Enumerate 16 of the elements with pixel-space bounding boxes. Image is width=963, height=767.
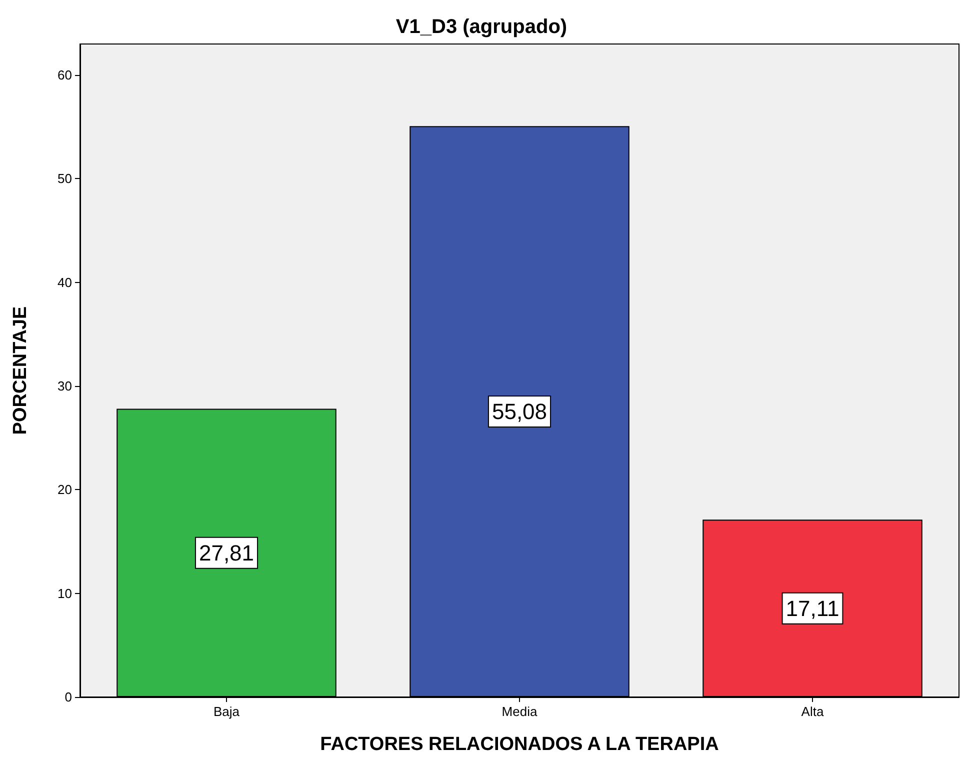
data-label: 17,11	[786, 596, 840, 621]
x-tick-label: Alta	[801, 704, 824, 719]
y-tick-label: 50	[58, 171, 72, 186]
y-tick-label: 0	[64, 690, 72, 704]
data-label: 55,08	[492, 399, 548, 424]
chart-title: V1_D3 (agrupado)	[396, 16, 568, 38]
y-tick-label: 40	[58, 274, 72, 290]
x-tick-label: Baja	[213, 704, 240, 719]
y-axis-title: PORCENTAJE	[10, 306, 31, 435]
y-tick-label: 10	[58, 586, 72, 601]
data-label: 27,81	[198, 540, 254, 566]
x-tick-label: Media	[502, 704, 538, 719]
y-tick-label: 20	[58, 482, 72, 498]
y-tick-label: 30	[58, 378, 72, 394]
x-axis-title: FACTORES RELACIONADOS A LA TERAPIA	[320, 734, 720, 755]
y-tick-label: 60	[58, 68, 72, 83]
